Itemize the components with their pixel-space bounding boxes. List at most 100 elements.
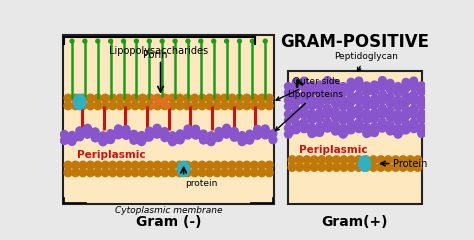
Circle shape (414, 163, 422, 171)
Circle shape (60, 131, 68, 138)
Circle shape (243, 102, 251, 110)
Circle shape (237, 39, 241, 43)
Circle shape (236, 169, 243, 177)
Circle shape (418, 96, 425, 103)
Circle shape (199, 39, 203, 43)
Circle shape (363, 110, 371, 117)
Circle shape (308, 110, 316, 117)
Circle shape (316, 81, 324, 89)
Circle shape (168, 169, 176, 177)
Circle shape (418, 116, 425, 123)
Circle shape (292, 126, 300, 134)
Circle shape (254, 132, 261, 139)
Circle shape (308, 102, 316, 110)
Circle shape (402, 92, 410, 100)
Circle shape (308, 96, 316, 104)
Bar (288, 160, 421, 168)
Circle shape (109, 39, 112, 43)
Circle shape (292, 106, 300, 114)
Circle shape (331, 100, 339, 107)
Circle shape (221, 94, 228, 102)
Circle shape (310, 156, 318, 163)
Circle shape (116, 169, 124, 177)
Circle shape (250, 39, 254, 43)
Circle shape (355, 163, 363, 171)
Circle shape (79, 102, 87, 110)
Ellipse shape (73, 94, 86, 110)
Circle shape (303, 156, 310, 163)
Text: Outer side: Outer side (276, 77, 340, 100)
Circle shape (139, 94, 146, 102)
Circle shape (228, 169, 236, 177)
Circle shape (161, 94, 169, 102)
Circle shape (410, 77, 418, 85)
Circle shape (318, 163, 326, 171)
Circle shape (410, 91, 418, 99)
Circle shape (153, 124, 161, 132)
Circle shape (310, 163, 318, 171)
Bar (288, 71, 422, 204)
Circle shape (355, 83, 363, 91)
Circle shape (308, 88, 316, 96)
Circle shape (339, 83, 347, 90)
Text: Protein: Protein (393, 159, 428, 168)
Circle shape (250, 102, 258, 110)
Circle shape (394, 110, 402, 118)
Bar (64, 98, 273, 106)
Circle shape (212, 39, 216, 43)
Circle shape (410, 111, 418, 119)
Circle shape (407, 156, 414, 163)
Circle shape (79, 94, 87, 102)
Circle shape (377, 156, 385, 163)
Circle shape (308, 116, 316, 124)
Circle shape (72, 169, 79, 177)
Circle shape (300, 83, 308, 91)
Circle shape (176, 102, 183, 110)
Circle shape (215, 127, 223, 135)
Circle shape (228, 102, 236, 110)
Circle shape (161, 102, 169, 110)
Circle shape (153, 131, 161, 138)
Circle shape (414, 156, 422, 163)
Circle shape (324, 104, 331, 112)
Circle shape (200, 136, 207, 144)
Circle shape (386, 121, 394, 129)
Circle shape (135, 39, 138, 43)
Text: Lipopolysaccharides: Lipopolysaccharides (109, 46, 209, 56)
Circle shape (333, 163, 340, 171)
Circle shape (213, 102, 221, 110)
Circle shape (116, 102, 124, 110)
Circle shape (198, 102, 206, 110)
Circle shape (284, 103, 292, 110)
Circle shape (213, 161, 221, 169)
Circle shape (254, 125, 261, 133)
Circle shape (355, 119, 363, 126)
Circle shape (258, 102, 265, 110)
Circle shape (347, 92, 355, 100)
Circle shape (265, 102, 273, 110)
Circle shape (139, 169, 146, 177)
Circle shape (238, 132, 246, 139)
Circle shape (292, 98, 300, 106)
Circle shape (324, 77, 331, 84)
Circle shape (362, 163, 370, 171)
Circle shape (116, 161, 124, 169)
Circle shape (324, 90, 331, 98)
Circle shape (407, 163, 414, 171)
Circle shape (300, 119, 308, 126)
Circle shape (115, 131, 122, 139)
Circle shape (292, 78, 300, 86)
Circle shape (402, 106, 410, 114)
Circle shape (296, 156, 303, 163)
Circle shape (246, 130, 254, 138)
Circle shape (223, 131, 230, 138)
Circle shape (215, 134, 223, 141)
Circle shape (331, 107, 339, 115)
Circle shape (392, 156, 400, 163)
Circle shape (371, 81, 378, 89)
Circle shape (161, 161, 169, 169)
Circle shape (107, 130, 115, 137)
Circle shape (284, 124, 292, 132)
Circle shape (206, 161, 213, 169)
Circle shape (379, 111, 386, 118)
